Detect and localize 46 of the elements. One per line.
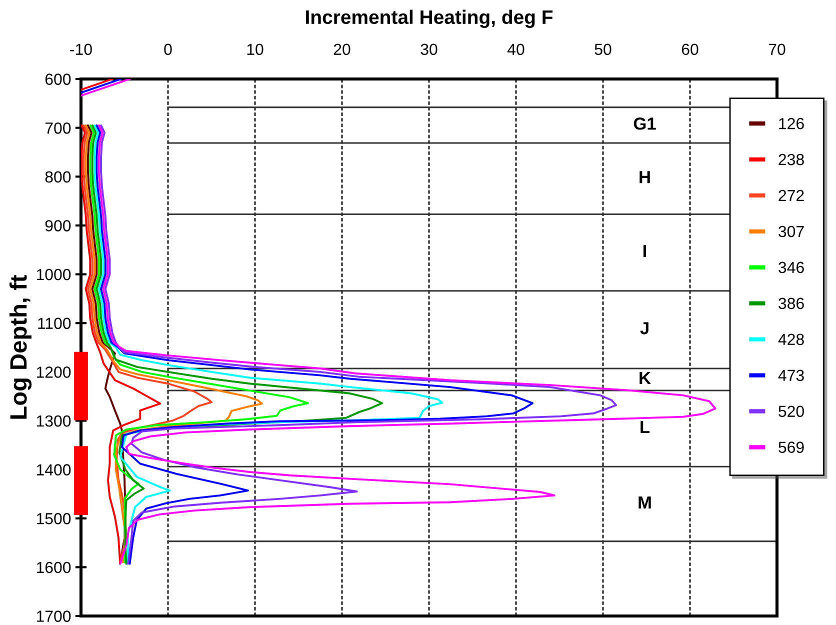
annotation: M <box>638 496 651 508</box>
x-tick-label: 20 <box>334 44 350 56</box>
x-tick-label: 40 <box>507 44 524 56</box>
y-tick-label: 800 <box>45 171 71 183</box>
line-series <box>94 124 444 565</box>
y-tick-label: 1400 <box>36 464 71 476</box>
x-tick-label: 30 <box>420 44 438 56</box>
legend-label: 307 <box>778 226 804 238</box>
legend-label: 569 <box>778 442 804 453</box>
legend-label: 126 <box>779 118 804 130</box>
y-tick-label: 600 <box>45 74 71 85</box>
legend-label: 238 <box>778 154 804 166</box>
y-tick-label: 1200 <box>36 366 71 378</box>
legend-label: 428 <box>778 334 804 346</box>
line-series <box>100 124 618 565</box>
legend-label: 520 <box>778 406 804 418</box>
y-tick-label: 1000 <box>36 268 71 280</box>
legend-label: 346 <box>778 262 804 274</box>
annotation: L <box>640 421 650 434</box>
y-axis-title: Log Depth, ft <box>9 275 32 419</box>
x-tick-label: -10 <box>70 44 92 56</box>
legend-label: 386 <box>778 298 804 310</box>
x-tick-label: 60 <box>682 44 698 56</box>
annotation: G1 <box>634 118 656 130</box>
annotation: K <box>640 372 651 384</box>
annotation: H <box>640 171 650 184</box>
y-tick-label: 1700 <box>36 610 71 622</box>
legend-label: 272 <box>778 190 804 202</box>
annotation: J <box>640 322 648 334</box>
y-tick-label: 1500 <box>36 513 71 524</box>
line-series <box>91 124 383 565</box>
legend-label: 473 <box>778 370 804 382</box>
y-tick-label: 1100 <box>38 318 71 330</box>
y-tick-label: 900 <box>45 220 71 232</box>
y-tick-label: 700 <box>45 122 71 134</box>
line-series <box>89 124 310 564</box>
line-series <box>82 124 212 564</box>
x-tick-label: 50 <box>594 44 612 56</box>
x-tick-label: 70 <box>768 44 786 56</box>
x-tick-label: 10 <box>247 44 264 56</box>
y-tick-label: 1600 <box>36 562 71 574</box>
y-tick-label: 1300 <box>36 415 71 427</box>
x-tick-label: 0 <box>164 44 172 56</box>
x-axis-title: Incremental Heating, deg F <box>306 10 553 28</box>
line-series <box>84 124 263 564</box>
annotation: I <box>644 245 646 258</box>
